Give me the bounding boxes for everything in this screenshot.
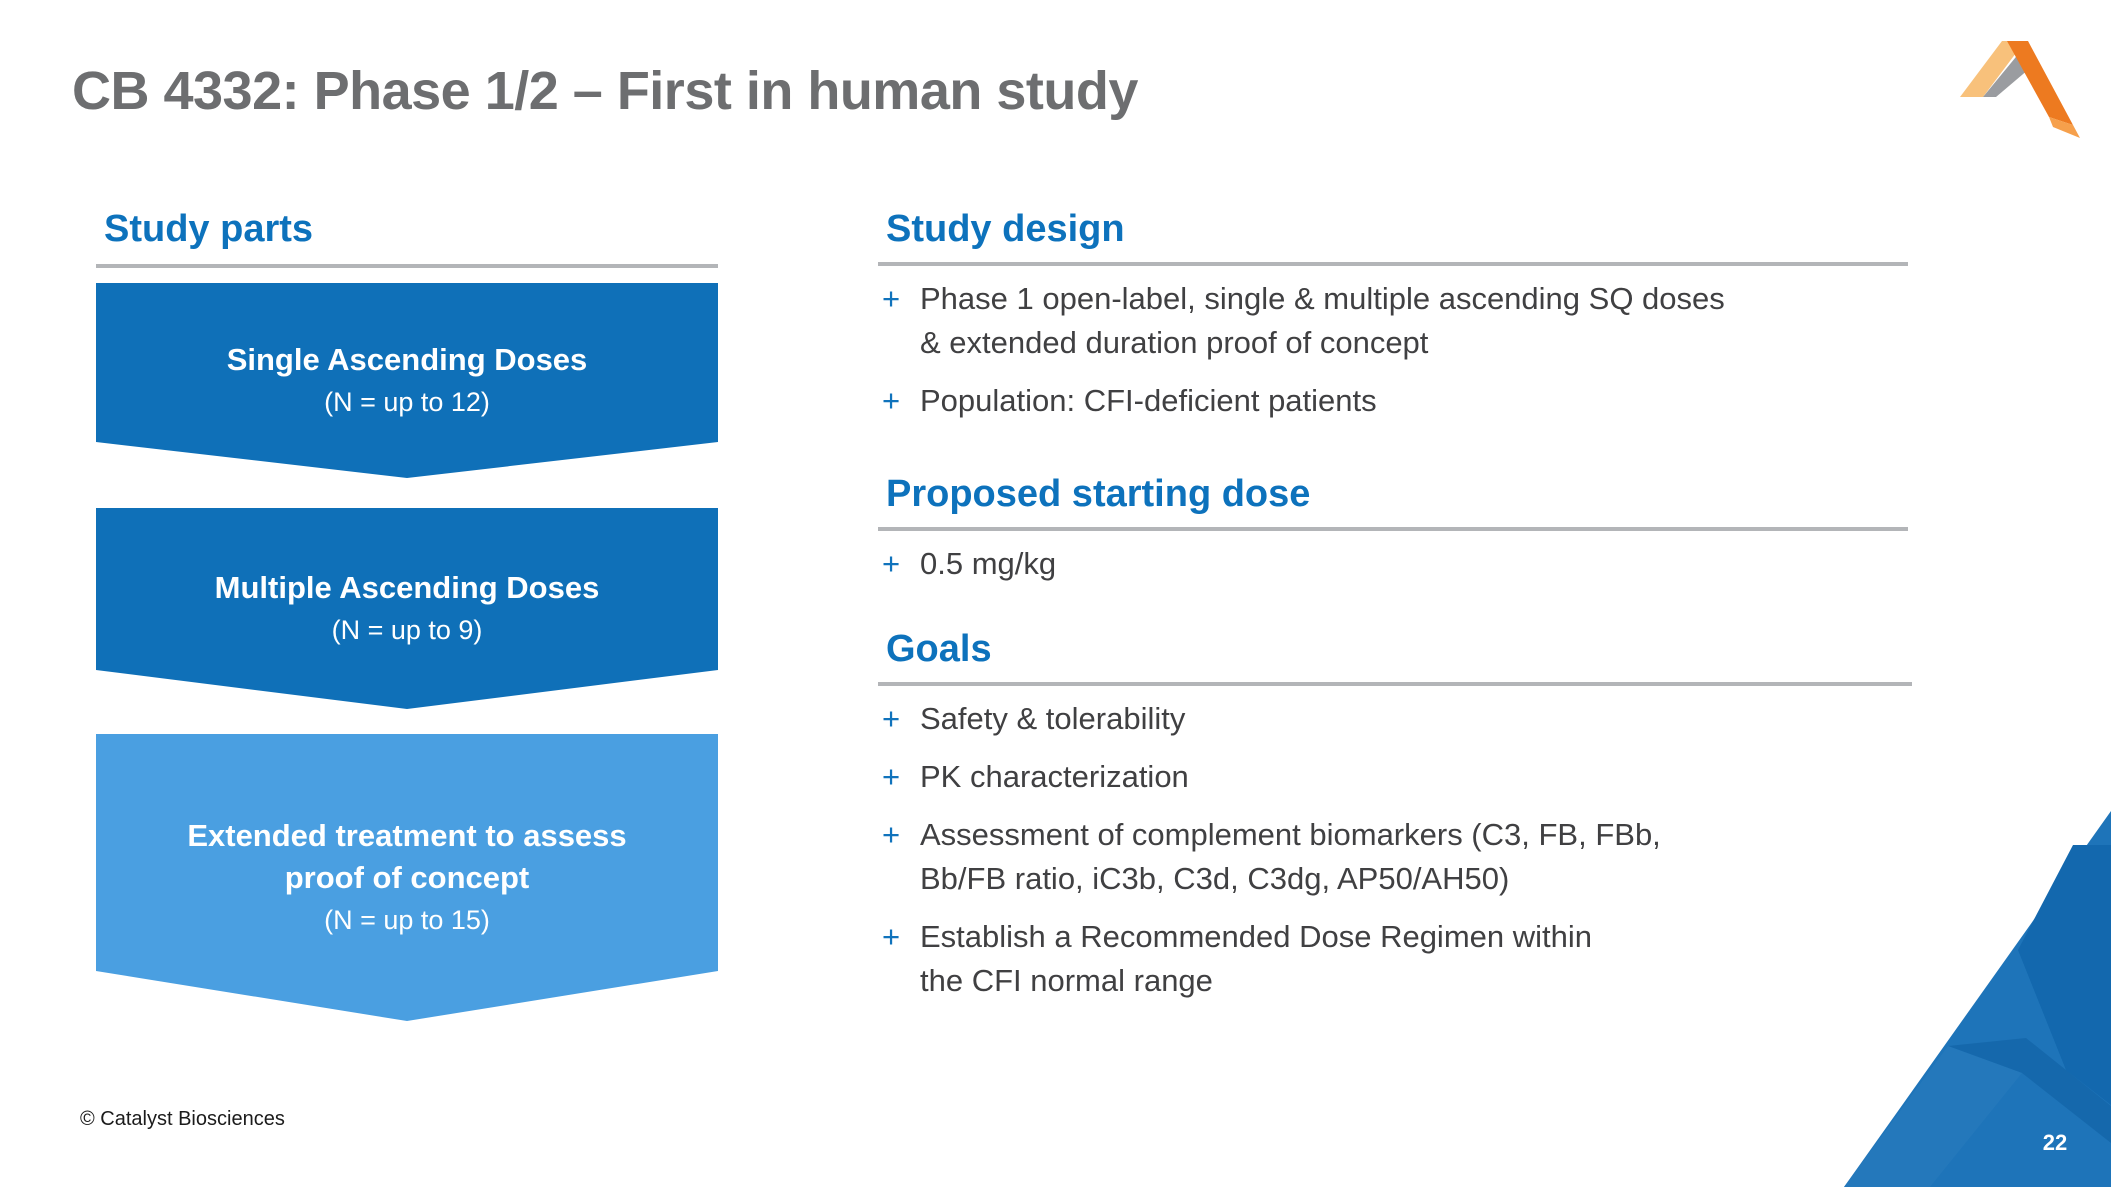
bullet-text: Phase 1 open-label, single & multiple as… [920,281,1725,360]
bullet-list: + Phase 1 open-label, single & multiple a… [878,277,1918,423]
copyright-footer: © Catalyst Biosciences [80,1108,285,1130]
plus-bullet-icon: + [882,546,901,581]
corner-light-facet [1844,1046,2022,1187]
box-subtitle: (N = up to 9) [331,614,483,645]
box-title: Extended treatment to assess proof of co… [187,817,627,895]
bullet-text: PK characterization [920,759,1189,794]
bullet-item: + Safety & tolerability [882,697,1918,741]
corner-valley-facet [1948,1038,2111,1143]
catalyst-logo-icon [1960,41,2080,138]
bullet-item: + Population: CFI-deficient patients [882,379,1918,423]
bullet-item: +0.5 mg/kg [882,542,1918,586]
section-rule [878,527,1908,531]
section-proposed-starting-dose: Proposed starting dose +0.5 mg/kg [878,471,1918,600]
plus-bullet-icon: + [882,759,901,794]
bullet-item: + Phase 1 open-label, single & multiple a… [882,277,1918,365]
bullet-list: + Safety & tolerability + PK characterizat… [878,697,1918,1003]
study-part-box-extended: Extended treatment to assess proof of co… [96,734,718,1021]
plus-bullet-icon: + [882,281,901,316]
box-subtitle: (N = up to 12) [324,386,490,417]
study-part-box-mad: Multiple Ascending Doses (N = up to 9) [96,508,718,709]
bullet-item: + Assessment of complement biomarkers (C3… [882,813,1918,901]
section-goals: Goals + Safety & tolerability + PK charact… [878,626,1918,1017]
slide-title: CB 4332: Phase 1/2 – First in human stud… [72,61,1138,121]
logo-right-band [2007,41,2073,125]
section-heading: Proposed starting dose [886,473,1311,515]
corner-dark-facet [2018,845,2111,1105]
bullet-text: Population: CFI-deficient patients [920,383,1377,418]
plus-bullet-icon: + [882,701,901,736]
bullet-text: Safety & tolerability [920,701,1186,736]
box-subtitle: (N = up to 15) [324,904,490,935]
section-heading: Goals [886,628,992,670]
plus-bullet-icon: + [882,919,901,954]
plus-bullet-icon: + [882,383,901,418]
box-title: Single Ascending Doses [226,341,588,377]
study-part-box-sad: Single Ascending Doses (N = up to 12) [96,283,718,478]
logo-fold [2049,117,2080,138]
bullet-text: Establish a Recommended Dose Regimen wit… [920,919,1592,998]
section-study-design: Study design + Phase 1 open-label, single… [878,206,1918,437]
page-number: 22 [2042,1130,2068,1155]
bullet-item: + PK characterization [882,755,1918,799]
bullet-item: + Establish a Recommended Dose Regimen wi… [882,915,1918,1003]
plus-bullet-icon: + [882,817,901,852]
bullet-text: 0.5 mg/kg [920,546,1057,581]
bullet-list: +0.5 mg/kg [878,542,1918,586]
corner-decoration [1844,811,2111,1187]
section-rule [878,262,1908,266]
section-rule [878,682,1912,686]
box-title: Multiple Ascending Doses [214,569,600,605]
logo-gray-shadow [1983,52,2029,97]
bullet-text: Assessment of complement biomarkers (C3,… [920,817,1661,896]
study-parts-heading: Study parts [104,208,314,250]
study-parts-rule [96,264,718,268]
section-heading: Study design [886,208,1125,250]
logo-left-band [1960,41,2025,97]
